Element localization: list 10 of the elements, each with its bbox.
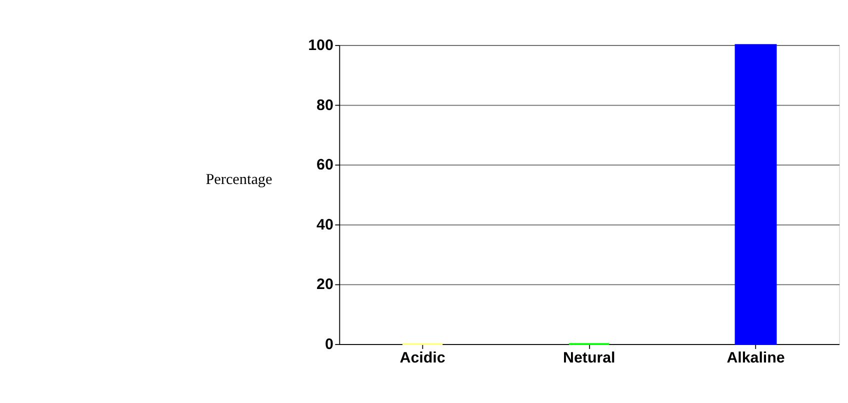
y-tick-label: 40: [316, 216, 334, 234]
x-tick-label: Acidic: [400, 349, 446, 366]
y-tick-label: 20: [316, 276, 334, 294]
y-tick-label: 60: [316, 156, 334, 174]
y-tick-label: 80: [316, 96, 334, 114]
x-tick-label: Netural: [563, 349, 616, 366]
y-axis-title: Percentage: [206, 170, 273, 188]
y-tick-label: 0: [324, 336, 334, 353]
y-tick-label: 100: [308, 36, 334, 54]
x-tick-label: Alkaline: [726, 349, 785, 366]
